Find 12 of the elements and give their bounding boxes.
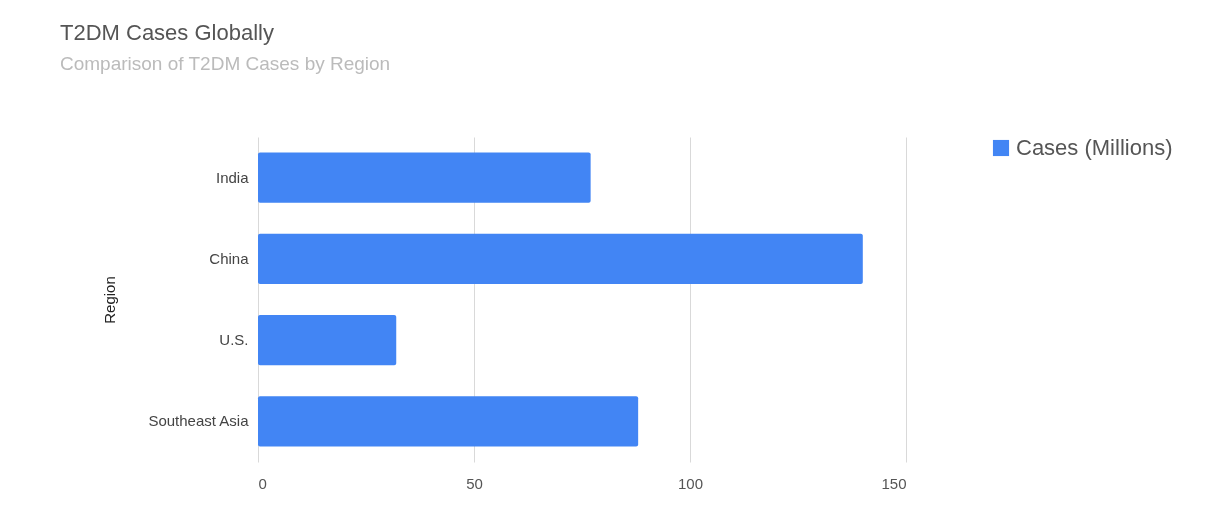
y-tick-label: Southeast Asia: [148, 412, 250, 430]
x-tick-label: 150: [881, 474, 907, 492]
y-tick-label: China: [209, 249, 250, 267]
y-tick-label: India: [215, 168, 250, 186]
x-tick-label: 0: [258, 474, 267, 492]
x-tick-label: 50: [466, 474, 483, 492]
y-tick-label: U.S.: [219, 331, 249, 349]
chart-subtitle: Comparison of T2DM Cases by Region: [60, 53, 391, 74]
y-axis-title: Region: [100, 276, 118, 324]
legend-label: Cases (Millions): [1016, 135, 1173, 160]
chart-title: T2DM Cases Globally: [60, 20, 274, 45]
x-tick-label: 100: [677, 474, 704, 492]
